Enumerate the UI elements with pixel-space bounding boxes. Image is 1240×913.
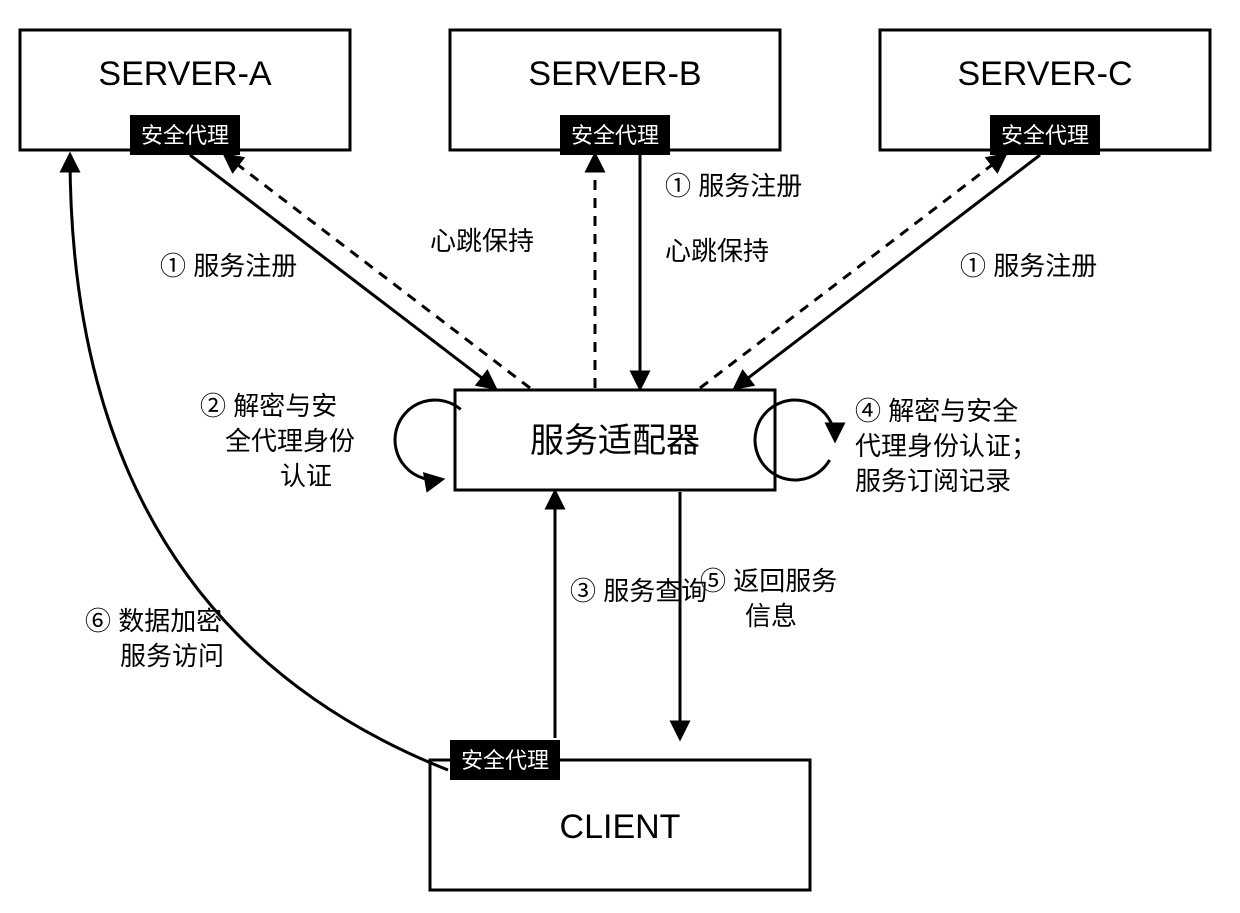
label-step2_l2: 全代理身份 bbox=[225, 426, 355, 456]
label-step5_l2: 信息 bbox=[745, 601, 797, 631]
label-step3: ③ 服务查询 bbox=[570, 576, 707, 606]
client-agent-label: 安全代理 bbox=[461, 748, 549, 773]
serverA-label: SERVER-A bbox=[98, 55, 272, 93]
label-step6_l1: ⑥ 数据加密 bbox=[85, 606, 222, 636]
label-step5_l1: ⑤ 返回服务 bbox=[700, 566, 837, 596]
serverB-label: SERVER-B bbox=[528, 55, 701, 93]
adapter-label: 服务适配器 bbox=[530, 422, 700, 460]
label-heart_l: 心跳保持 bbox=[430, 226, 534, 256]
serverA-agent-label: 安全代理 bbox=[141, 123, 229, 148]
label-reg_b: ① 服务注册 bbox=[665, 171, 802, 201]
self-loop-left bbox=[395, 400, 461, 480]
label-step4_l3: 服务订阅记录 bbox=[855, 466, 1011, 496]
serverB-agent-label: 安全代理 bbox=[571, 123, 659, 148]
label-step4_l2: 代理身份认证； bbox=[855, 431, 1037, 461]
label-heart_r: 心跳保持 bbox=[665, 236, 769, 266]
label-step2_l3: 认证 bbox=[280, 461, 332, 491]
edge-access bbox=[70, 155, 448, 770]
label-step4_l1: ④ 解密与安全 bbox=[855, 396, 1018, 426]
label-reg_c: ① 服务注册 bbox=[960, 251, 1097, 281]
label-reg_a: ① 服务注册 bbox=[160, 251, 297, 281]
label-step2_l1: ② 解密与安 bbox=[200, 391, 337, 421]
label-step6_l2: 服务访问 bbox=[120, 641, 224, 671]
serverC-label: SERVER-C bbox=[957, 55, 1132, 93]
serverC-agent-label: 安全代理 bbox=[1001, 123, 1089, 148]
client-label: CLIENT bbox=[560, 808, 681, 846]
